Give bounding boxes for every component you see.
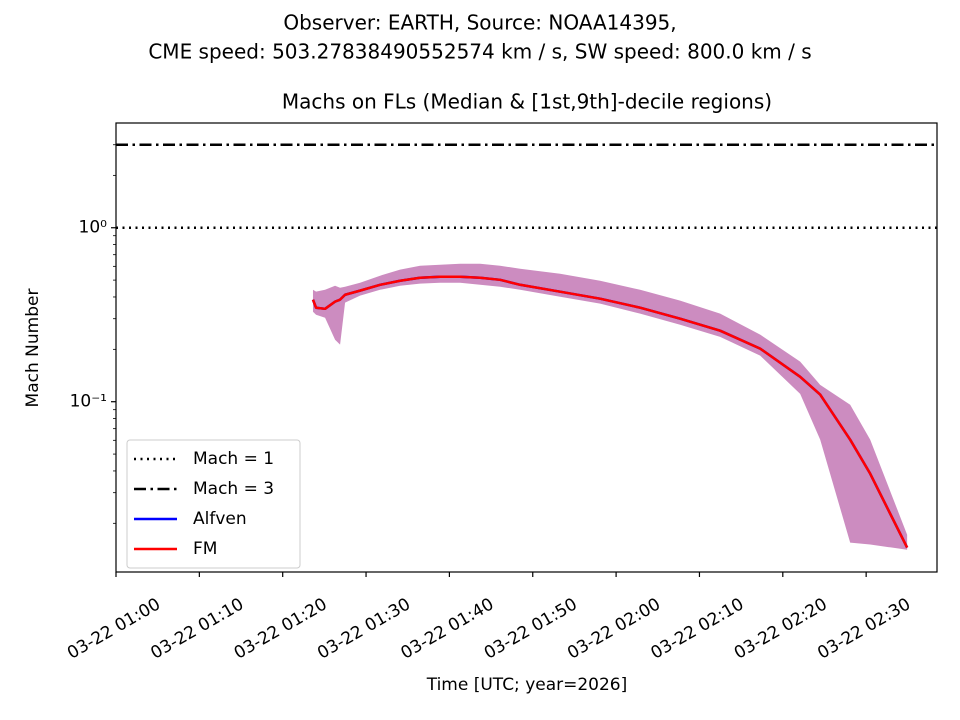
series-line [311,275,909,549]
x-axis-label: Time [UTC; year=2026] [426,675,628,695]
legend: Mach = 1 Mach = 3 Alfven FM [126,439,301,569]
suptitle-line: Observer: EARTH, Source: NOAA14395, [283,11,676,35]
plot-area [116,143,937,550]
y-tick-label: 10⁰ [79,218,108,238]
axes-frame [115,122,938,573]
y-axis-label: Mach Number [23,289,43,408]
suptitle-line: CME speed: 503.27838490552574 km / s, SW… [148,40,811,64]
chart-title: Machs on FLs (Median & [1st,9th]-decile … [282,90,772,114]
legend-label: Alfven [193,509,247,529]
legend-label: FM [193,539,217,559]
legend-label: Mach = 3 [193,479,274,499]
y-tick-label: 10⁻¹ [70,392,107,412]
legend-label: Mach = 1 [193,449,274,469]
decile-band [312,263,908,550]
legend-box [126,439,301,569]
